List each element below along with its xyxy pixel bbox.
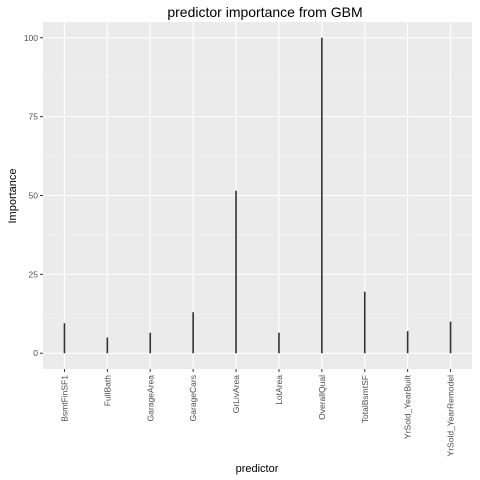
y-axis-title: Importance: [7, 168, 19, 223]
x-tick-label: BsmtFinSF1: [59, 375, 69, 422]
y-tick-label: 25: [29, 269, 39, 279]
x-tick-label: GarageArea: [145, 375, 155, 422]
x-tick-label: FullBath: [102, 375, 112, 406]
x-tick-label: YrSold_YearBuilt: [403, 374, 413, 439]
y-tick-label: 100: [24, 33, 38, 43]
x-tick-label: GrLivArea: [231, 375, 241, 414]
x-tick-label: OverallQual: [317, 375, 327, 420]
x-tick-label: YrSold_YearRemodel: [446, 375, 456, 457]
y-axis-ticks: 0 25 50 75 100: [24, 33, 43, 358]
x-axis-ticks: BsmtFinSF1 FullBath GarageArea GarageCars Gr…: [59, 369, 455, 456]
x-tick-label: TotalBsmtSF: [360, 375, 370, 423]
chart-title: predictor importance from GBM: [167, 4, 362, 20]
y-tick-label: 50: [29, 191, 39, 201]
x-axis-title: predictor: [236, 463, 279, 475]
y-tick-label: 0: [33, 348, 38, 358]
x-tick-label: LotArea: [274, 375, 284, 405]
y-tick-label: 75: [29, 112, 39, 122]
x-tick-label: GarageCars: [188, 375, 198, 421]
